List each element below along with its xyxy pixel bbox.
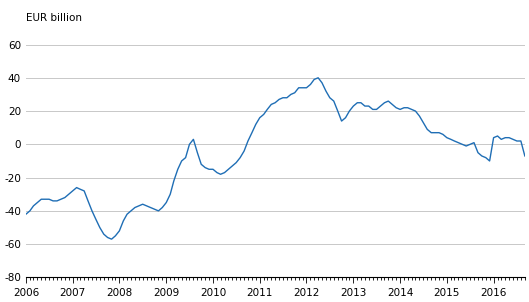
Text: EUR billion: EUR billion [26,13,82,23]
